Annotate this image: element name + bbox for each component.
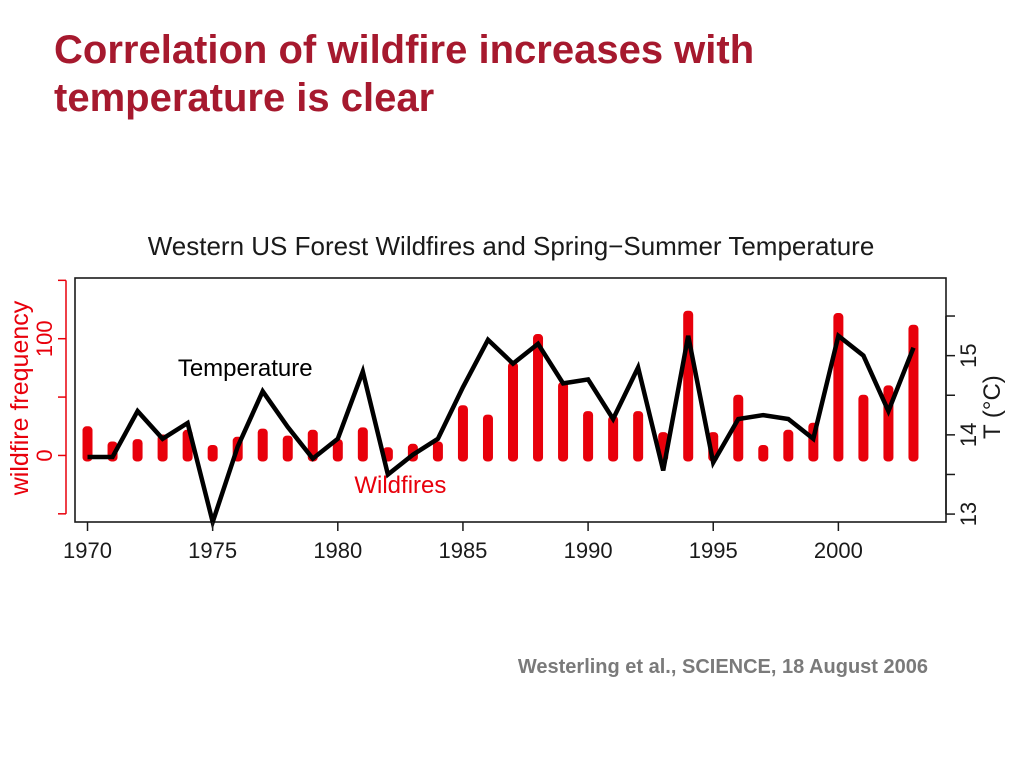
wildfire-temperature-chart: Western US Forest Wildfires and Spring−S… (0, 215, 1024, 575)
right-tick-label-15: 15 (956, 343, 981, 367)
wildfire-bar-2003 (908, 324, 919, 462)
annotation-temperature: Temperature (178, 355, 313, 382)
wildfire-bar-1992 (633, 411, 644, 462)
slide-title: Correlation of wildfire increases with t… (54, 28, 755, 120)
wildfire-bar-1996 (733, 394, 744, 462)
left-tick-label-100: 100 (32, 320, 57, 357)
wildfire-bar-1970 (82, 426, 93, 462)
x-tick-label-1995: 1995 (689, 538, 738, 563)
wildfire-bar-1998 (783, 429, 794, 462)
wildfire-bar-1989 (558, 381, 569, 462)
temperature-line-layer (87, 331, 916, 531)
wildfire-bar-1994 (683, 310, 694, 462)
wildfire-bar-1988 (533, 334, 544, 462)
wildfire-bar-1978 (282, 435, 293, 462)
wildfire-bar-1973 (157, 434, 168, 462)
right-tick-label-14: 14 (956, 423, 981, 447)
wildfire-bar-1975 (207, 444, 218, 462)
chart-annotations: Temperature Wildfires (178, 355, 447, 499)
x-tick-label-2000: 2000 (814, 538, 863, 563)
wildfire-bar-1991 (608, 415, 619, 462)
left-axis-label: wildfire frequency (6, 300, 34, 496)
wildfire-bar-1997 (758, 444, 769, 462)
wildfire-bar-1985 (457, 405, 468, 462)
x-axis: 1970 1975 1980 1985 1990 1995 2000 (63, 522, 863, 563)
left-tick-label-0: 0 (32, 449, 57, 461)
wildfire-bar-1980 (332, 439, 343, 462)
x-tick-label-1970: 1970 (63, 538, 112, 563)
citation: Westerling et al., SCIENCE, 18 August 20… (517, 656, 928, 678)
chart-title: Western US Forest Wildfires and Spring−S… (148, 231, 875, 261)
wildfire-bars (82, 310, 919, 462)
right-tick-label-13: 13 (956, 502, 981, 526)
wildfire-bar-1986 (482, 414, 493, 462)
wildfire-bar-2001 (858, 394, 869, 462)
right-axis-label: T (°C) (979, 375, 1006, 439)
wildfire-bar-1977 (257, 428, 268, 462)
temperature-line (87, 331, 916, 531)
x-tick-label-1980: 1980 (313, 538, 362, 563)
wildfire-bar-1984 (432, 441, 443, 462)
right-axis: 13 14 15 T (°C) (945, 315, 1006, 526)
annotation-wildfires: Wildfires (354, 472, 446, 499)
chart-svg: Western US Forest Wildfires and Spring−S… (6, 231, 1006, 563)
x-tick-label-1975: 1975 (188, 538, 237, 563)
wildfire-bar-1990 (583, 411, 594, 462)
x-tick-label-1985: 1985 (438, 538, 487, 563)
wildfire-bar-1972 (132, 439, 143, 462)
x-tick-label-1990: 1990 (564, 538, 613, 563)
wildfire-bar-1987 (508, 362, 519, 462)
wildfire-bar-1981 (357, 427, 368, 462)
